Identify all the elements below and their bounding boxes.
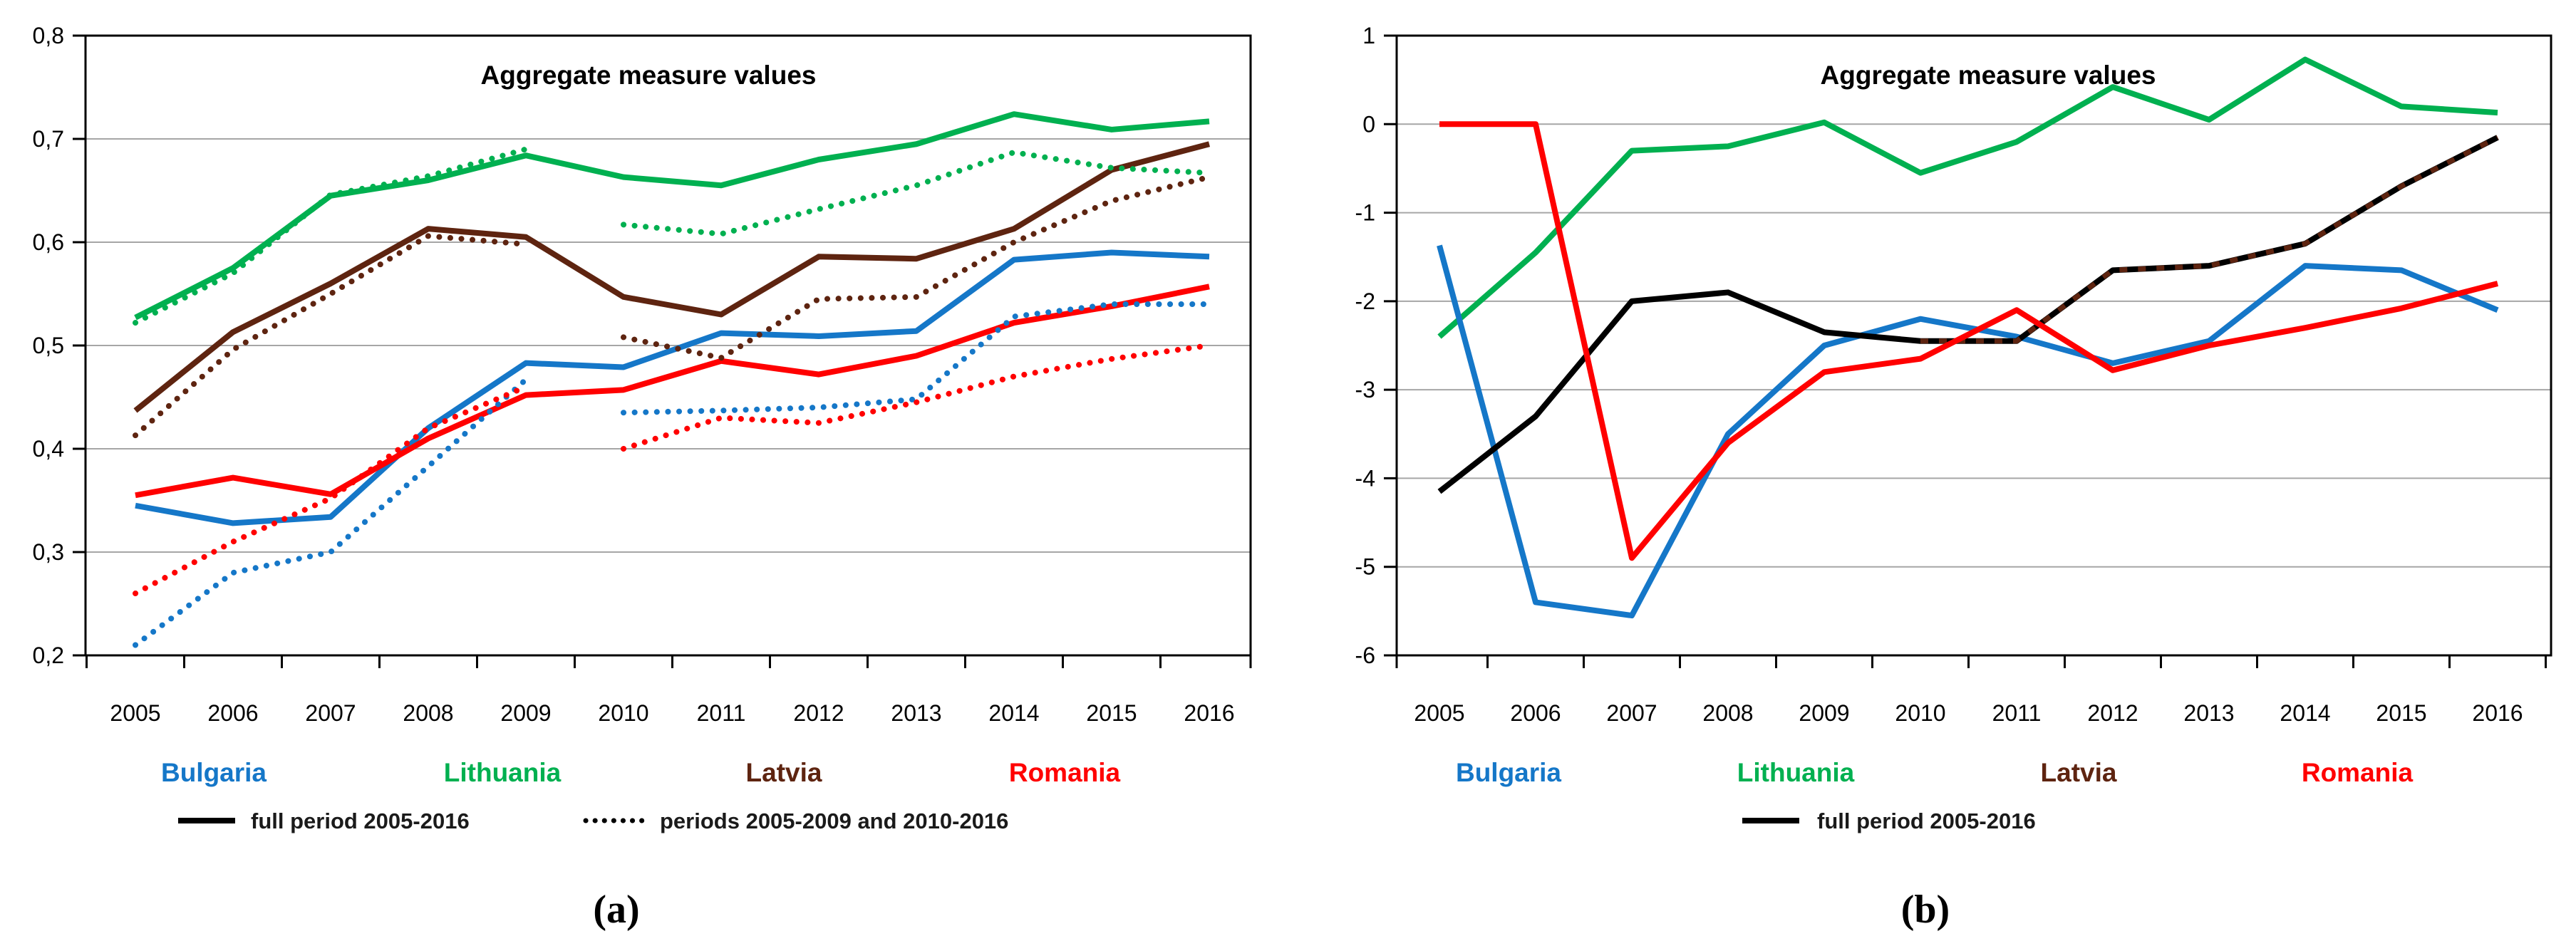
series-line-a-bulgaria-periods-2005-2009 [133,376,529,648]
x-tick-label-year: 2010 [1895,700,1945,726]
x-tick-label-year: 2014 [2280,700,2330,726]
y-tick-label: 0,5 [33,333,64,358]
x-tick-label-year: 2012 [793,700,844,726]
legend-period-label: periods 2005-2009 and 2010-2016 [660,809,1008,833]
series-line-a-romania [135,284,1210,499]
series-overlay-b-latvia-brown-dashes [1920,135,2499,344]
x-tick-label-year: 2008 [403,700,453,726]
chart-b-panel: 1 0 -1 -2 -3 -4 -5 -6 2005 2006 2007 2008 2009 2010 20… [1355,23,2552,932]
y-tick-label: -4 [1355,465,1375,491]
x-tick-label-year: 2007 [1606,700,1657,726]
panel-caption-b: (b) [1901,888,1950,932]
chart-a-panel: 0,8 0,7 0,6 0,5 0,4 0,3 0,2 2005 2006 2007 2008 200… [33,23,1252,932]
series-line-a-latvia-periods-2010-2016 [621,174,1212,361]
x-tick-label-year: 2011 [1992,700,2042,726]
x-tick-label-year: 2011 [697,700,746,726]
chart-title: Aggregate measure values [481,61,817,90]
y-tick-label: -6 [1355,643,1375,668]
series-line-a-bulgaria [135,249,1210,526]
x-tick-label-year: 2013 [891,700,941,726]
series-line-a-lithuania [134,111,1210,321]
legend-country-bulgaria: Bulgaria [1456,758,1561,787]
x-tick-label-year: 2014 [988,700,1039,726]
y-tick-label: 0,2 [33,643,64,668]
legend-period-label: full period 2005-2016 [1817,809,2036,833]
series-line-a-romania-periods-2005-2009 [133,384,529,596]
y-tick-label: 0,4 [33,436,64,462]
legend-country-romania: Romania [2302,758,2414,787]
series-line-a-lithuania-periods-2010-2016 [621,149,1212,237]
x-tick-label-year: 2006 [1510,700,1561,726]
legend-period-label: full period 2005-2016 [251,809,470,833]
y-tick-label: 1 [1362,23,1375,48]
y-tick-label: 0,3 [33,539,64,565]
series-line-a-bulgaria-periods-2010-2016 [621,301,1212,416]
series-line-a-latvia [133,141,1211,413]
legend-country-romania: Romania [1009,758,1121,787]
legend-country-bulgaria: Bulgaria [161,758,267,787]
x-tick-label-year: 2005 [1414,700,1464,726]
x-tick-label-year: 2016 [1184,700,1234,726]
series-line-a-lithuania-periods-2005-2009 [133,146,529,326]
x-tick-label-year: 2016 [2472,700,2523,726]
panel-caption-a: (a) [593,888,639,932]
legend-country-lithuania: Lithuania [1737,758,1855,787]
y-tick-label: -1 [1355,200,1375,226]
legend-country-lithuania: Lithuania [444,758,562,787]
series-line-a-latvia-periods-2005-2009 [133,233,529,439]
series-line-a-romania-periods-2010-2016 [621,343,1212,452]
y-tick-label: -3 [1355,377,1375,402]
series-line-b-latvia [1437,135,2499,494]
x-tick-label-year: 2005 [110,700,160,726]
series-line-b-bulgaria [1437,244,2499,619]
legend-country-latvia: Latvia [2041,758,2117,787]
x-tick-label-year: 2015 [2376,700,2426,726]
y-tick-label: 0,6 [33,229,64,255]
y-tick-label: 0 [1362,111,1375,137]
x-tick-label-year: 2006 [207,700,258,726]
chart-title: Aggregate measure values [1821,61,2156,90]
x-tick-label-year: 2007 [305,700,356,726]
series-line-b-romania [1439,121,2498,561]
y-tick-label: -5 [1355,554,1375,580]
series-line-b-lithuania [1437,56,2498,339]
x-tick-label-year: 2008 [1702,700,1753,726]
x-tick-label-year: 2012 [2087,700,2138,726]
x-tick-label-year: 2009 [500,700,551,726]
x-tick-label-year: 2009 [1799,700,1849,726]
x-tick-label-year: 2015 [1086,700,1137,726]
y-tick-label: -2 [1355,289,1375,314]
x-tick-label-year: 2010 [598,700,648,726]
x-tick-label-year: 2013 [2183,700,2234,726]
y-tick-label: 0,8 [33,23,64,48]
plot-border [1395,34,2552,657]
legend-country-latvia: Latvia [746,758,822,787]
y-tick-label: 0,7 [33,126,64,152]
